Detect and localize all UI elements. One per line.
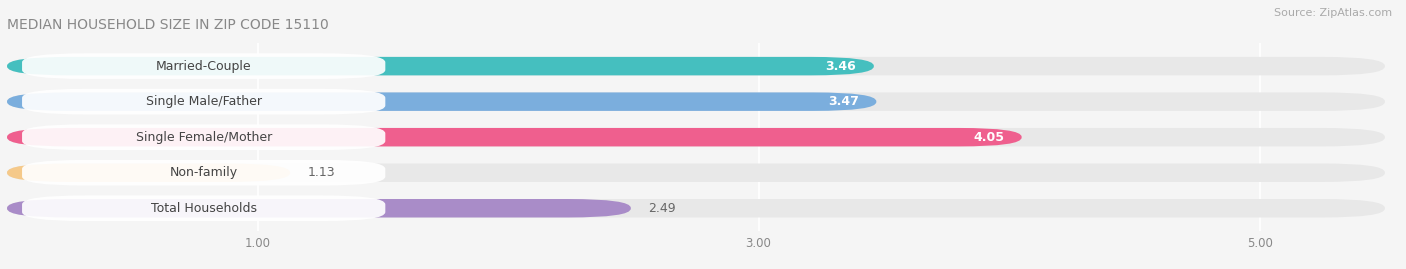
FancyBboxPatch shape (7, 199, 1385, 217)
Text: Single Male/Father: Single Male/Father (146, 95, 262, 108)
FancyBboxPatch shape (7, 57, 875, 75)
FancyBboxPatch shape (7, 164, 1385, 182)
Text: 3.46: 3.46 (825, 60, 856, 73)
Text: 1.13: 1.13 (308, 166, 335, 179)
Text: 2.49: 2.49 (648, 202, 676, 215)
Text: Married-Couple: Married-Couple (156, 60, 252, 73)
Text: 3.47: 3.47 (828, 95, 859, 108)
FancyBboxPatch shape (7, 57, 1385, 75)
FancyBboxPatch shape (22, 53, 385, 79)
FancyBboxPatch shape (22, 89, 385, 114)
FancyBboxPatch shape (22, 196, 385, 221)
Text: MEDIAN HOUSEHOLD SIZE IN ZIP CODE 15110: MEDIAN HOUSEHOLD SIZE IN ZIP CODE 15110 (7, 18, 329, 32)
Text: 4.05: 4.05 (973, 131, 1004, 144)
Text: Total Households: Total Households (150, 202, 257, 215)
FancyBboxPatch shape (7, 128, 1385, 146)
FancyBboxPatch shape (7, 199, 631, 217)
FancyBboxPatch shape (22, 160, 385, 186)
FancyBboxPatch shape (22, 124, 385, 150)
FancyBboxPatch shape (7, 93, 876, 111)
Text: Source: ZipAtlas.com: Source: ZipAtlas.com (1274, 8, 1392, 18)
FancyBboxPatch shape (7, 164, 290, 182)
Text: Single Female/Mother: Single Female/Mother (135, 131, 271, 144)
FancyBboxPatch shape (7, 93, 1385, 111)
Text: Non-family: Non-family (170, 166, 238, 179)
FancyBboxPatch shape (7, 128, 1022, 146)
